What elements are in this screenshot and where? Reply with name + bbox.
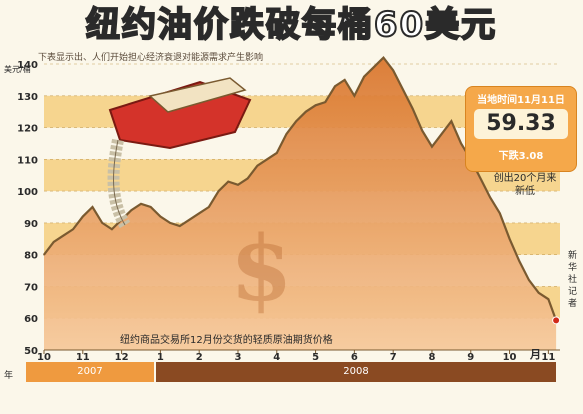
- data-point: [295, 120, 297, 122]
- data-point: [334, 85, 336, 88]
- year-band-2008: 2008: [156, 362, 556, 382]
- data-point: [518, 260, 521, 262]
- x-tick-label: 11: [76, 352, 90, 363]
- data-point: [266, 158, 268, 161]
- y-tick-label: 140: [17, 60, 38, 71]
- data-point: [188, 218, 191, 221]
- x-tick-label: 2: [196, 352, 203, 363]
- data-point: [324, 101, 327, 103]
- latest-price-change: 下跌3.08: [498, 151, 544, 162]
- data-point: [440, 133, 443, 135]
- x-tick-label: 4: [273, 352, 280, 363]
- data-point: [149, 206, 152, 208]
- data-point: [52, 241, 55, 243]
- x-tick-label: 6: [351, 352, 358, 363]
- series-description: 纽约商品交易所12月份交货的轻质原油期货价格: [120, 335, 333, 346]
- x-tick-label: 11: [541, 352, 555, 363]
- price-low-note: 创出20个月来新低: [493, 173, 557, 197]
- data-point: [81, 215, 84, 218]
- y-tick-label: 120: [17, 124, 38, 135]
- data-point: [411, 107, 414, 110]
- data-point: [528, 279, 530, 281]
- data-point: [237, 183, 239, 186]
- data-point: [547, 298, 550, 300]
- data-point: [140, 203, 142, 205]
- latest-price-value: 59.33: [486, 111, 556, 136]
- data-point: [537, 292, 540, 294]
- latest-price-callout: 当地时间11月11日 59.33 下跌3.08: [465, 86, 577, 172]
- data-point: [91, 206, 94, 208]
- data-point: [431, 145, 433, 148]
- data-point: [382, 56, 385, 59]
- price-area: [44, 57, 557, 351]
- x-tick-label: 1: [157, 352, 164, 363]
- data-point: [43, 253, 45, 256]
- data-point: [479, 177, 482, 180]
- data-point: [256, 164, 259, 167]
- x-tick-label: 8: [428, 352, 435, 363]
- x-tick-label: 10: [503, 352, 517, 363]
- data-point: [275, 152, 278, 154]
- data-point: [402, 88, 404, 91]
- x-tick-label: 10: [37, 352, 51, 363]
- data-point: [169, 222, 171, 224]
- y-tick-label: 80: [24, 251, 38, 262]
- data-point: [101, 222, 103, 224]
- data-point: [421, 129, 424, 132]
- x-tick-label: 7: [390, 352, 397, 363]
- y-tick-label: 70: [24, 282, 38, 293]
- x-tick-label: 9: [467, 352, 474, 363]
- data-point: [489, 196, 491, 199]
- data-point: [392, 69, 394, 72]
- year-band-2007: 2007: [26, 362, 154, 382]
- data-point: [499, 212, 501, 215]
- data-point: [198, 212, 200, 215]
- data-point: [72, 228, 74, 231]
- data-point: [460, 142, 462, 145]
- dollar-sign-icon: $: [230, 216, 293, 322]
- y-tick-label: 50: [24, 346, 38, 357]
- latest-price-value-box: 59.33: [474, 109, 568, 139]
- latest-price-date: 当地时间11月11日: [477, 95, 565, 106]
- x-axis-label: 月: [530, 348, 541, 361]
- y-tick-label: 100: [17, 187, 38, 198]
- data-point: [314, 104, 317, 107]
- chart-title: 纽约油价跌破每桶60美元: [85, 4, 498, 46]
- year-row-label: 年: [4, 371, 14, 381]
- data-point: [372, 66, 375, 68]
- y-axis-unit-label: 美元/桶: [4, 65, 31, 74]
- data-point: [111, 228, 113, 231]
- y-tick-label: 130: [17, 92, 38, 103]
- data-point: [363, 75, 365, 78]
- y-tick-label: 60: [24, 314, 38, 325]
- data-point: [159, 215, 162, 218]
- credit-text: 新华社记者: [568, 251, 578, 309]
- data-point: [343, 79, 346, 81]
- data-point: [353, 94, 356, 97]
- y-tick-label: 90: [24, 219, 38, 230]
- data-point: [450, 120, 453, 122]
- fuel-nozzle-icon: [107, 77, 252, 229]
- data-point: [305, 110, 307, 113]
- data-point: [208, 206, 210, 208]
- x-tick-label: 12: [115, 352, 129, 363]
- data-point: [178, 225, 181, 227]
- x-tick-label: 3: [235, 352, 242, 363]
- chart-subtitle: 下表显示出、人们开始担心经济衰退对能源需求产生影响: [38, 53, 264, 63]
- data-point: [217, 190, 220, 192]
- latest-price-marker: [552, 316, 561, 325]
- data-point: [62, 234, 65, 237]
- data-point: [285, 133, 288, 135]
- x-tick-label: 5: [312, 352, 319, 363]
- data-point: [508, 237, 511, 240]
- data-point: [227, 180, 230, 183]
- data-point: [246, 177, 249, 180]
- y-tick-label: 110: [17, 155, 38, 166]
- data-point: [130, 209, 133, 211]
